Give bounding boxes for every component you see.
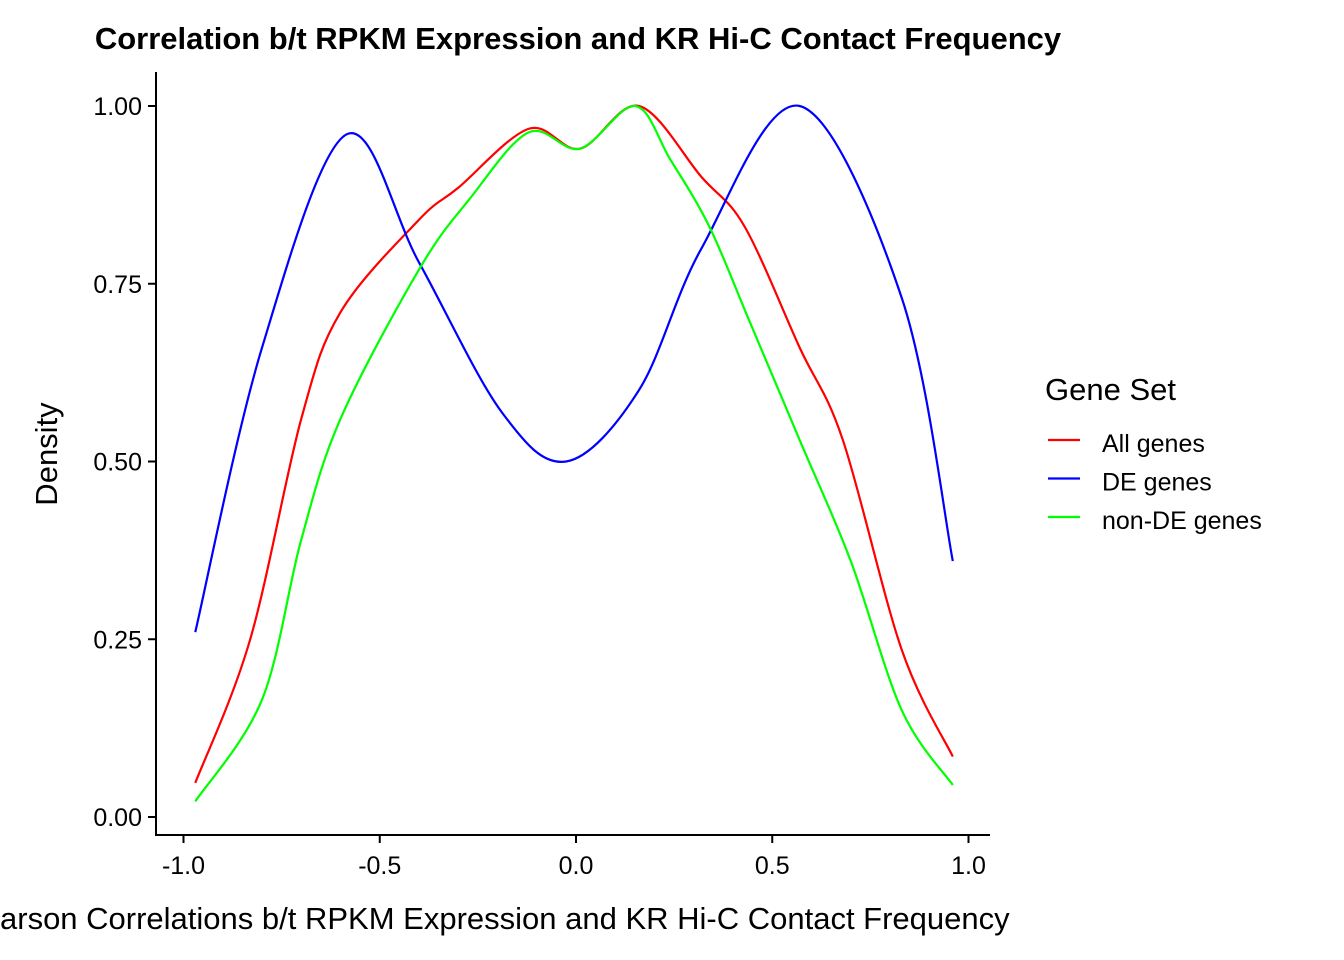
x-tick-label: 0.0 bbox=[559, 852, 594, 880]
legend-label: All genes bbox=[1102, 430, 1205, 458]
legend-label: DE genes bbox=[1102, 469, 1212, 497]
x-ticks: -1.0 -0.5 0.0 0.5 1.0 bbox=[162, 835, 986, 880]
y-tick-label: 1.00 bbox=[93, 93, 142, 121]
x-tick-label: 0.5 bbox=[755, 852, 790, 880]
y-tick-label: 0.25 bbox=[93, 626, 142, 654]
y-axis-label: Density bbox=[29, 402, 64, 506]
series-line-non-de-genes bbox=[194, 104, 954, 802]
x-axis-label: arson Correlations b/t RPKM Expression a… bbox=[0, 901, 1010, 936]
series-line-all-genes bbox=[194, 104, 954, 784]
y-tick-label: 0.00 bbox=[93, 804, 142, 832]
plot-area bbox=[194, 104, 954, 802]
chart-title: Correlation b/t RPKM Expression and KR H… bbox=[95, 21, 1062, 56]
x-tick-label: -1.0 bbox=[162, 852, 205, 880]
legend-title: Gene Set bbox=[1045, 372, 1176, 407]
y-tick-label: 0.75 bbox=[93, 271, 142, 299]
legend-label: non-DE genes bbox=[1102, 507, 1262, 535]
x-tick-label: -0.5 bbox=[358, 852, 401, 880]
series-line-de-genes bbox=[194, 104, 954, 633]
legend: Gene Set All genes DE genes non-DE genes bbox=[1045, 372, 1262, 535]
y-tick-label: 0.50 bbox=[93, 449, 142, 477]
x-tick-label: 1.0 bbox=[951, 852, 986, 880]
y-ticks: 0.00 0.25 0.50 0.75 1.00 bbox=[93, 93, 156, 832]
